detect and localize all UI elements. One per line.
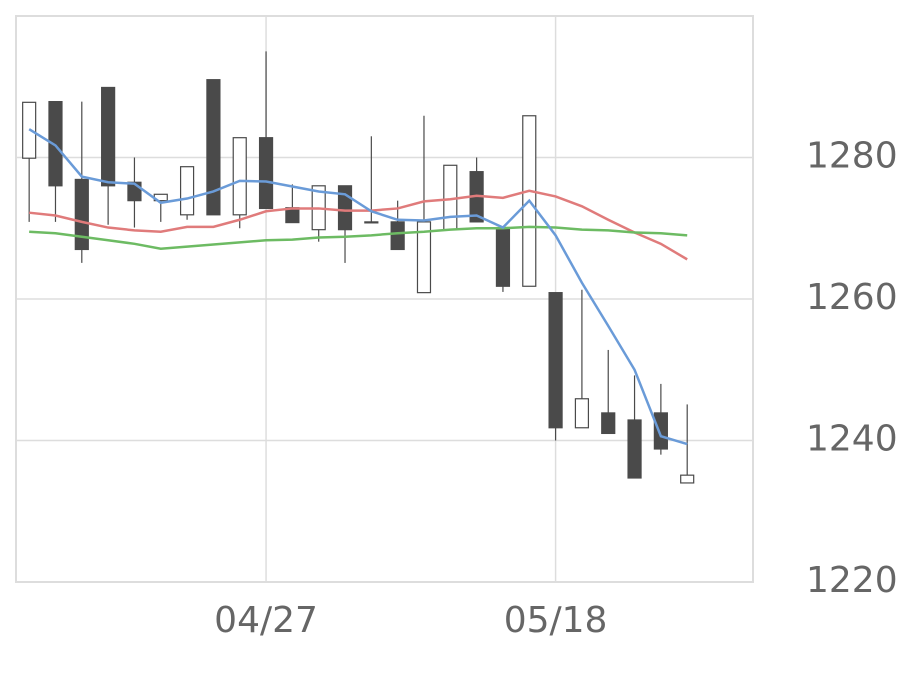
candle-body	[574, 398, 590, 429]
candle-body	[548, 292, 563, 429]
moving-average-line	[28, 128, 688, 446]
candle-body	[601, 412, 616, 435]
candle-body	[653, 412, 668, 450]
y-tick-label: 1220	[806, 560, 898, 601]
candle-body	[337, 185, 353, 231]
candle-body	[232, 137, 247, 216]
y-tick-label: 1260	[806, 277, 898, 318]
candle-body	[627, 419, 642, 479]
candle-body	[416, 221, 432, 294]
moving-average-line	[29, 225, 688, 251]
moving-average-line	[29, 189, 688, 261]
candle-body	[206, 79, 221, 216]
x-tick-label: 04/27	[214, 600, 318, 641]
candle-body	[74, 178, 89, 251]
candle-body	[680, 474, 695, 484]
candle-body	[258, 137, 274, 210]
candle-body	[495, 226, 511, 287]
y-tick-label: 1280	[806, 136, 898, 177]
y-tick-label: 1240	[806, 419, 898, 460]
x-tick-label: 05/18	[504, 600, 608, 641]
candle-body	[179, 166, 195, 216]
candle-body	[364, 221, 379, 224]
candle-body	[390, 221, 405, 251]
candle-body	[101, 86, 116, 187]
candle-body	[48, 101, 63, 187]
